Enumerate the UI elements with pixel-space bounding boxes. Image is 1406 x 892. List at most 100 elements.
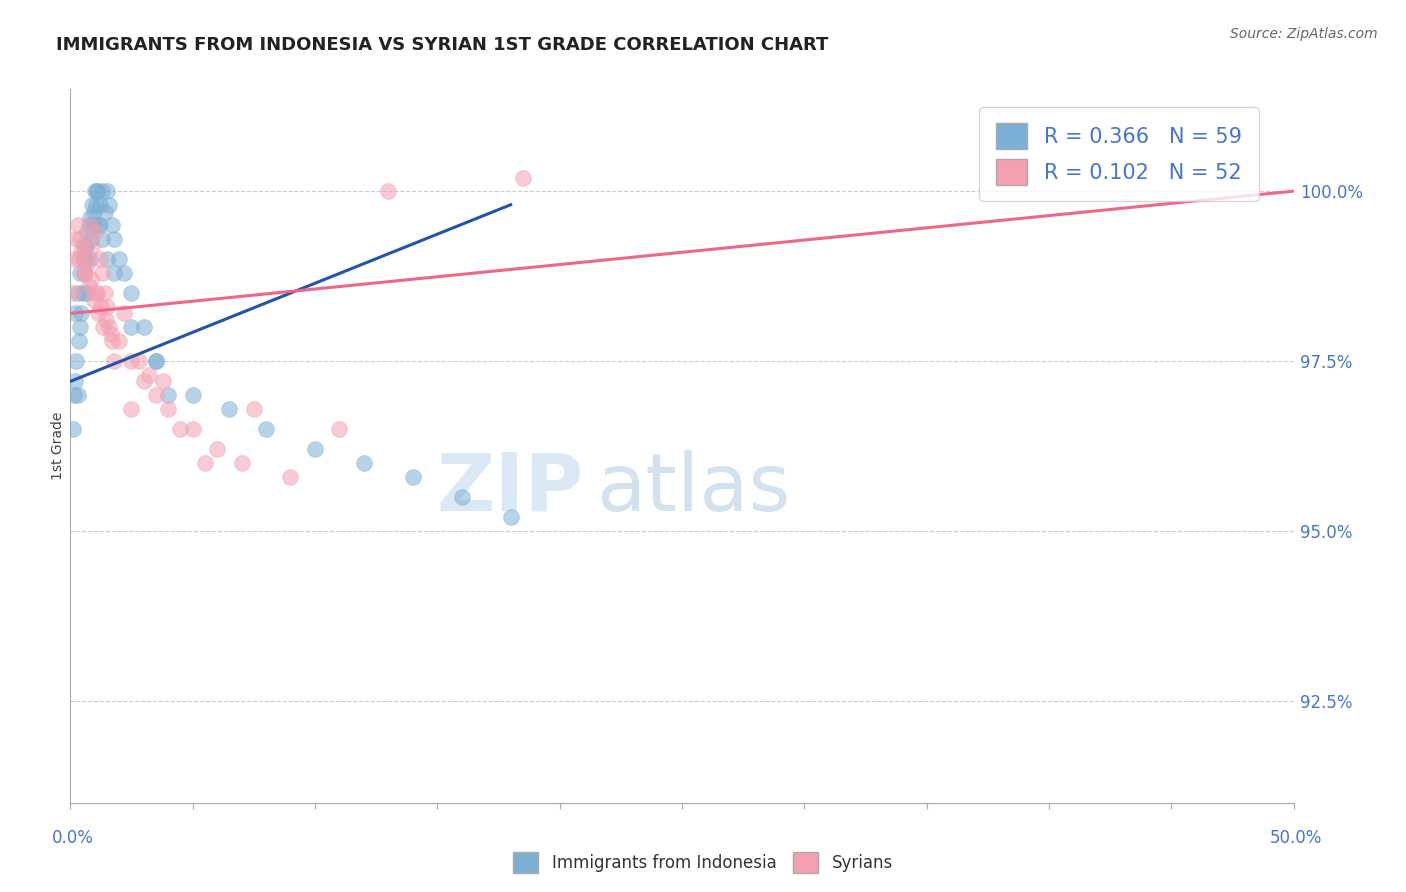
Point [93, 286, 115, 301]
Point [75, 259, 97, 273]
Point [69, 266, 91, 280]
Point [63, 375, 86, 389]
Point [280, 469, 302, 483]
Point [304, 442, 326, 457]
Point [132, 320, 155, 334]
Point [87, 306, 110, 320]
Text: 0.0%: 0.0% [52, 829, 94, 847]
Point [83, 218, 105, 232]
Point [82, 198, 104, 212]
Point [91, 320, 114, 334]
Point [157, 388, 180, 402]
Point [103, 266, 125, 280]
Point [121, 354, 143, 368]
Point [377, 184, 399, 198]
Point [76, 286, 98, 301]
Point [181, 422, 204, 436]
Point [328, 422, 350, 436]
Legend: R = 0.366   N = 59, R = 0.102   N = 52: R = 0.366 N = 59, R = 0.102 N = 52 [980, 107, 1258, 202]
Point [112, 266, 135, 280]
Point [101, 334, 124, 348]
Point [254, 422, 277, 436]
Point [86, 184, 108, 198]
Point [72, 238, 94, 252]
Point [152, 375, 174, 389]
Point [72, 252, 94, 266]
Point [66, 388, 89, 402]
Point [103, 354, 125, 368]
Point [65, 232, 87, 246]
Point [65, 354, 87, 368]
Point [96, 184, 118, 198]
Point [205, 442, 228, 457]
Point [145, 354, 167, 368]
Legend: Immigrants from Indonesia, Syrians: Immigrants from Indonesia, Syrians [506, 846, 900, 880]
Point [98, 320, 121, 334]
Point [512, 170, 534, 185]
Point [83, 184, 105, 198]
Point [194, 456, 217, 470]
Point [108, 252, 131, 266]
Point [145, 388, 167, 402]
Point [82, 218, 104, 232]
Point [84, 286, 107, 301]
Point [112, 306, 135, 320]
Point [243, 401, 266, 416]
Point [181, 388, 204, 402]
Point [402, 469, 425, 483]
Point [157, 401, 180, 416]
Point [89, 198, 111, 212]
Point [450, 490, 472, 504]
Point [63, 306, 86, 320]
Point [77, 279, 100, 293]
Point [91, 232, 114, 246]
Point [86, 184, 108, 198]
Point [91, 266, 114, 280]
Point [231, 456, 253, 470]
Point [77, 218, 100, 232]
Point [66, 218, 89, 232]
Point [83, 225, 105, 239]
Point [121, 401, 143, 416]
Point [79, 211, 101, 226]
Point [72, 286, 94, 301]
Point [103, 232, 125, 246]
Point [89, 252, 111, 266]
Text: Source: ZipAtlas.com: Source: ZipAtlas.com [1230, 27, 1378, 41]
Point [90, 300, 112, 314]
Point [98, 198, 121, 212]
Point [499, 510, 522, 524]
Point [94, 313, 117, 327]
Point [101, 218, 124, 232]
Point [63, 252, 86, 266]
Point [73, 238, 96, 252]
Point [67, 334, 90, 348]
Text: 50.0%: 50.0% [1270, 829, 1323, 847]
Point [62, 422, 84, 436]
Text: IMMIGRANTS FROM INDONESIA VS SYRIAN 1ST GRADE CORRELATION CHART: IMMIGRANTS FROM INDONESIA VS SYRIAN 1ST … [56, 36, 828, 54]
Point [79, 252, 101, 266]
Y-axis label: 1st Grade: 1st Grade [51, 412, 65, 480]
Point [76, 252, 98, 266]
Point [82, 238, 104, 252]
Point [96, 300, 118, 314]
Point [169, 422, 191, 436]
Point [100, 326, 122, 341]
Point [70, 306, 93, 320]
Point [86, 286, 108, 301]
Point [108, 334, 131, 348]
Point [73, 266, 96, 280]
Text: atlas: atlas [596, 450, 790, 528]
Point [121, 286, 143, 301]
Point [83, 204, 105, 219]
Point [70, 245, 93, 260]
Point [76, 225, 98, 239]
Point [91, 184, 114, 198]
Point [121, 320, 143, 334]
Point [62, 286, 84, 301]
Point [63, 388, 86, 402]
Point [96, 252, 118, 266]
Point [138, 368, 160, 382]
Point [80, 272, 103, 286]
Point [75, 238, 97, 252]
